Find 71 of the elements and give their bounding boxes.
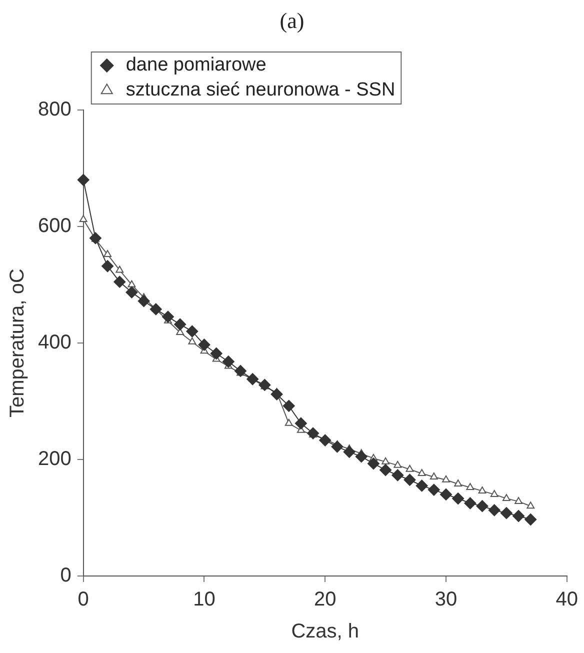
y-tick-label: 0 (60, 564, 72, 587)
point (174, 318, 186, 330)
y-tick-label: 200 (38, 448, 72, 470)
x-tick-label: 30 (434, 588, 458, 611)
point (428, 484, 440, 496)
x-tick-label: 40 (556, 588, 578, 611)
point (307, 427, 320, 440)
point (102, 260, 114, 272)
point (524, 513, 537, 526)
y-axis-title: Temperatura, oC (6, 268, 29, 418)
point (430, 472, 438, 480)
y-tick-label: 400 (38, 332, 72, 354)
point (331, 440, 344, 453)
point (210, 347, 222, 360)
point (294, 417, 307, 430)
point (514, 496, 522, 504)
point (442, 475, 450, 482)
point (392, 469, 404, 482)
y-tick-label: 600 (38, 215, 72, 238)
y-tick-label: 800 (38, 98, 72, 121)
point (104, 250, 112, 257)
x-axis-title: Czas, h (291, 620, 360, 643)
point (367, 458, 380, 470)
point (198, 338, 210, 351)
point (406, 464, 414, 472)
point (500, 507, 512, 520)
point (478, 486, 486, 494)
point (502, 494, 510, 502)
point (488, 504, 500, 516)
point (234, 364, 247, 377)
point (162, 310, 174, 323)
point (466, 482, 474, 490)
point (476, 500, 488, 512)
point (282, 400, 295, 412)
point (186, 325, 198, 338)
point (380, 464, 392, 476)
point (114, 276, 126, 288)
point (284, 418, 293, 426)
point (440, 488, 452, 500)
x-tick-label: 20 (314, 588, 336, 611)
point (416, 480, 428, 492)
point (126, 286, 138, 298)
point (116, 266, 124, 273)
legend-label: dane pomiarowe (126, 54, 266, 76)
point (150, 303, 162, 316)
point (512, 510, 525, 522)
point (355, 450, 368, 463)
x-tick-label: 10 (193, 588, 216, 611)
point (394, 460, 402, 468)
point (138, 295, 150, 308)
point (343, 446, 356, 458)
point (464, 497, 476, 510)
point (418, 468, 426, 476)
chart-title: (a) (278, 8, 306, 34)
point (490, 490, 498, 497)
point (382, 457, 390, 464)
point (246, 373, 259, 386)
point (77, 174, 90, 186)
point (222, 356, 234, 368)
point (89, 232, 102, 244)
point (188, 337, 196, 344)
point (452, 492, 464, 505)
point (404, 474, 416, 486)
point (319, 434, 332, 446)
legend-label: sztuczna sieć neuronowa - SSN (126, 80, 396, 101)
point (270, 388, 283, 400)
point (454, 479, 462, 486)
x-tick-label: 0 (78, 588, 89, 611)
point (128, 280, 136, 288)
point (526, 502, 535, 509)
point (258, 378, 271, 391)
